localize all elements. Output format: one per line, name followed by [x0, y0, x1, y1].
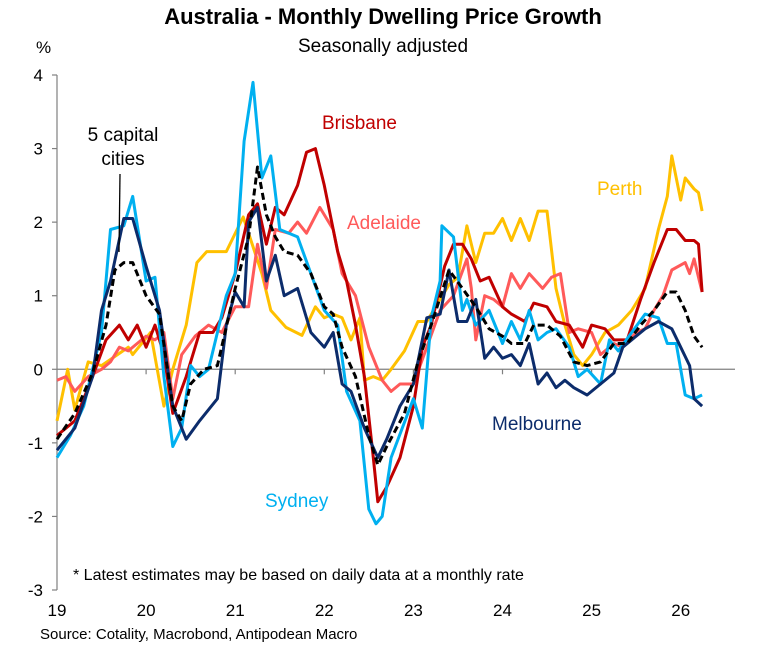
x-tick-label: 20	[137, 601, 156, 620]
x-tick-label: 22	[315, 601, 334, 620]
series-line-melbourne	[55, 205, 704, 460]
y-tick-label: -1	[28, 434, 43, 453]
series-line-adelaide	[56, 205, 704, 401]
y-tick-label: 3	[34, 140, 43, 159]
y-tick-label: 0	[34, 360, 43, 379]
series-label-melbourne: Melbourne	[492, 414, 582, 435]
series-label-brisbane: Brisbane	[322, 113, 397, 134]
chart-title: Australia - Monthly Dwelling Price Growt…	[164, 4, 602, 29]
x-tick-label: 26	[671, 601, 690, 620]
chart-subtitle: Seasonally adjusted	[297, 36, 469, 57]
y-axis-unit: %	[36, 38, 52, 57]
y-tick-label: -3	[28, 581, 43, 600]
series-line-5-capital-cities	[55, 165, 704, 467]
series-line-perth	[55, 154, 704, 422]
source-note: Source: Cotality, Macrobond, Antipodean …	[40, 626, 358, 643]
x-tick-label: 25	[582, 601, 601, 620]
label-leader-line	[118, 173, 121, 253]
series-label-5-capital-cities-line2: cities	[101, 149, 144, 170]
x-tick-label: 19	[48, 601, 67, 620]
series-line-sydney	[55, 80, 703, 526]
series-line-brisbane	[56, 147, 704, 504]
series-label-adelaide: Adelaide	[347, 213, 421, 234]
series-label-5-capital-cities: 5 capital	[88, 125, 159, 146]
x-tick-label: 24	[493, 601, 512, 620]
x-tick-label: 23	[404, 601, 423, 620]
y-tick-label: 1	[34, 287, 43, 306]
y-tick-label: 4	[34, 66, 43, 85]
footnote: * Latest estimates may be based on daily…	[73, 567, 524, 584]
series-label-perth: Perth	[597, 179, 642, 200]
y-tick-label: 2	[34, 213, 43, 232]
x-tick-label: 21	[226, 601, 245, 620]
series-label-sydney: Sydney	[265, 491, 329, 512]
y-tick-label: -2	[28, 507, 43, 526]
